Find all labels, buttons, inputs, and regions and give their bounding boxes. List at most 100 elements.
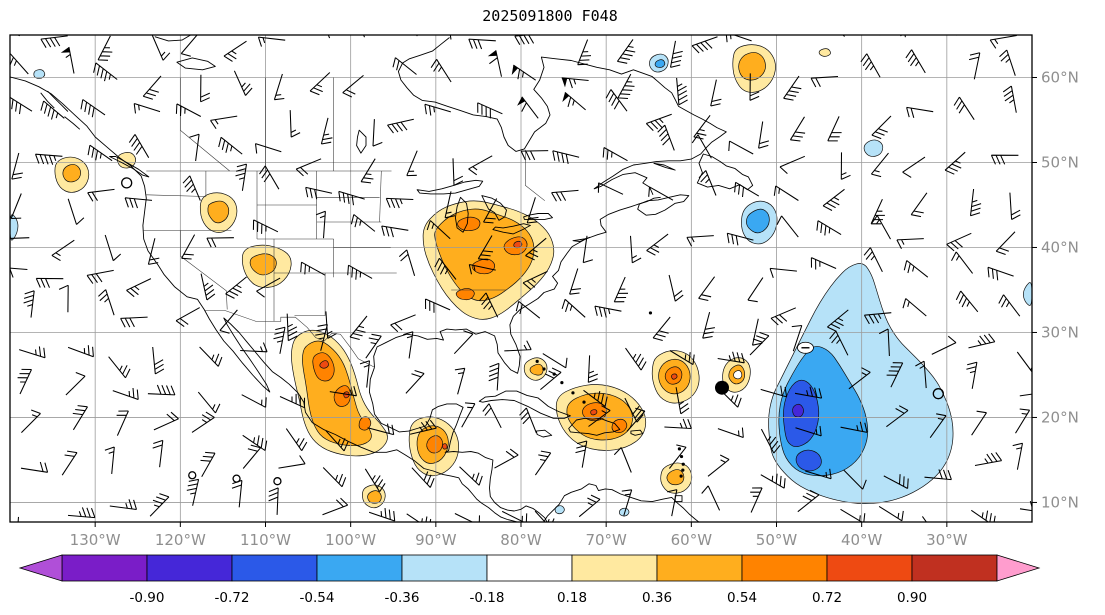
wind-barb <box>902 156 926 178</box>
wind-barb <box>990 154 1019 165</box>
coastline <box>397 37 727 195</box>
wind-barb <box>1016 351 1032 373</box>
wind-barb <box>67 507 96 519</box>
island <box>478 390 571 419</box>
wind-barb <box>186 478 200 506</box>
colorbar-segment <box>656 554 743 582</box>
coastlines <box>10 35 754 522</box>
wind-barb <box>98 289 115 316</box>
wind-barb <box>51 239 75 262</box>
colorbar-segment <box>146 554 233 582</box>
wind-barb <box>783 75 802 101</box>
wind-barb <box>65 372 86 396</box>
coastline <box>368 367 548 522</box>
wind-barb <box>367 423 395 436</box>
wind-barb <box>966 361 978 389</box>
border <box>525 149 545 201</box>
wind-barb <box>797 489 820 513</box>
wind-barb <box>668 444 687 469</box>
contour-region-p4 <box>590 409 598 416</box>
coastline <box>373 196 661 374</box>
wind-barb <box>494 448 519 469</box>
wind-barb <box>995 231 1016 255</box>
wind-barb <box>19 346 46 359</box>
wind-barb <box>664 418 692 430</box>
wind-barb <box>350 214 376 232</box>
wind-barb <box>67 345 94 358</box>
wind-barb <box>482 403 502 429</box>
wind-barb <box>514 35 535 45</box>
wind-barb <box>279 393 306 409</box>
wind-barb <box>406 150 418 177</box>
contour-region-p2 <box>62 164 81 183</box>
contour-region-p4 <box>671 373 678 380</box>
coastline <box>47 90 69 112</box>
wind-barb <box>827 116 842 142</box>
wind-barb <box>999 49 1016 76</box>
islet-dot <box>681 468 685 472</box>
wind-barb <box>151 35 171 61</box>
islet-dot <box>679 474 683 478</box>
colorbar: -0.90 -0.72 -0.54 -0.36 -0.18 0.18 0.36 0.54 0.7… <box>18 554 1041 606</box>
colorbar-segment <box>231 554 318 582</box>
contour-region-p2 <box>367 490 382 504</box>
wind-barb <box>175 307 200 328</box>
y-tick-label: 60°N <box>1041 68 1079 86</box>
wind-barb <box>915 360 927 389</box>
wind-barb <box>789 116 806 142</box>
contour-region-p3 <box>457 216 481 232</box>
wind-barb <box>147 238 160 265</box>
border <box>294 273 326 316</box>
contour-region-p3 <box>333 385 351 407</box>
wind-barb-pennant <box>487 50 497 57</box>
wind-barb <box>325 311 337 339</box>
open-circle-marker <box>121 177 133 189</box>
wind-barb <box>152 346 165 375</box>
wind-barb <box>597 182 624 195</box>
wind-barb <box>594 305 622 318</box>
wind-barb <box>773 185 799 201</box>
chart-title: 2025091800 F048 <box>482 7 618 25</box>
islet-dot <box>679 454 684 459</box>
wind-barb <box>233 70 253 96</box>
wind-barb <box>273 73 285 101</box>
wind-barb <box>886 362 904 388</box>
wind-barb <box>956 35 958 36</box>
wind-barb <box>829 330 849 356</box>
y-tick-label: 30°N <box>1041 323 1079 341</box>
wind-barb <box>285 428 308 452</box>
wind-barb <box>381 225 409 238</box>
wind-barb <box>878 328 890 357</box>
wind-barb <box>629 235 642 264</box>
wind-barb <box>944 151 966 175</box>
wind-barb <box>521 96 539 119</box>
wind-barb-pennant <box>60 47 70 53</box>
wind-barb <box>411 467 435 488</box>
wind-barb <box>364 468 386 492</box>
island <box>535 429 553 438</box>
wind-barb <box>657 124 675 151</box>
border <box>180 77 230 172</box>
wind-barb <box>791 324 803 352</box>
island <box>674 495 683 503</box>
wind-barb <box>648 186 674 201</box>
wind-barb <box>180 35 198 57</box>
wind-barb <box>479 292 499 318</box>
wind-barb <box>278 455 306 469</box>
wind-barb <box>153 411 179 431</box>
wind-barb <box>616 39 636 64</box>
contour-region-m1 <box>863 139 884 157</box>
x-tick-label: 40°W <box>841 531 883 549</box>
x-tick-label: 130°W <box>70 531 121 549</box>
wind-barb <box>390 314 416 333</box>
border <box>146 194 206 197</box>
colorbar-segment <box>741 554 828 582</box>
wind-barb <box>621 489 633 516</box>
wind-barb <box>710 79 722 107</box>
colorbar-tick-label: 0.18 <box>557 590 587 606</box>
island <box>653 162 676 171</box>
wind-barb <box>65 46 75 74</box>
wind-barb <box>969 188 982 217</box>
contour-region-white <box>733 370 743 380</box>
wind-barb <box>359 360 371 388</box>
